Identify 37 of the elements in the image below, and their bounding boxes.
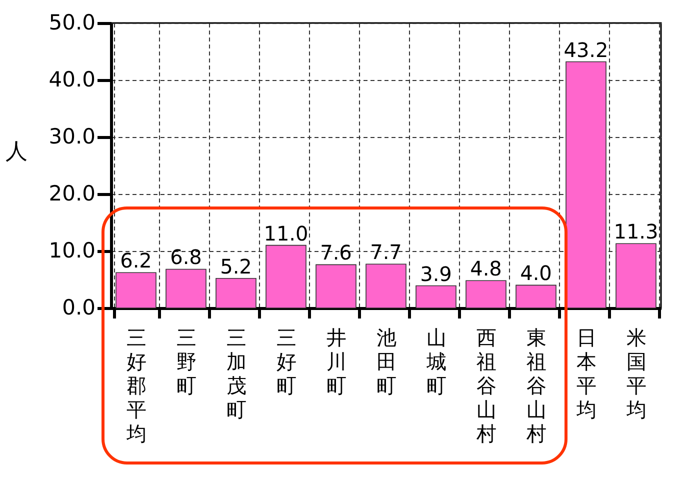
y-tick-label: 10.0 [48, 238, 96, 262]
bar [316, 264, 356, 308]
x-tick-label: 三好郡平均 [126, 326, 146, 446]
bar [416, 285, 456, 308]
y-tick-label: 30.0 [48, 124, 96, 148]
x-tick-label: 三野町 [176, 326, 196, 398]
data-label: 43.2 [564, 38, 608, 62]
x-tick-label: 東祖谷山村 [526, 326, 546, 446]
y-axis-title: 人 [6, 140, 28, 164]
x-tick-label: 西祖谷山村 [476, 326, 496, 446]
x-tick-label: 井川町 [326, 326, 346, 398]
y-tick-label: 20.0 [48, 182, 96, 206]
bar [566, 61, 606, 308]
data-label: 6.2 [120, 248, 152, 273]
bar [516, 284, 556, 308]
data-label: 7.7 [370, 240, 402, 264]
data-label: 5.2 [220, 254, 252, 278]
data-label: 3.9 [420, 262, 452, 286]
x-tick-label: 日本平均 [576, 326, 596, 422]
y-tick-label: 40.0 [48, 68, 96, 92]
x-tick-label: 三好町 [276, 326, 296, 398]
x-tick-label: 三加茂町 [226, 326, 246, 422]
bar [466, 280, 506, 308]
y-tick-label: 50.0 [48, 10, 96, 34]
y-tick-label: 0.0 [62, 296, 96, 320]
data-label: 6.8 [170, 245, 202, 270]
x-tick-label: 米国平均 [626, 326, 646, 422]
bar [216, 278, 256, 308]
bar [166, 268, 206, 308]
data-label: 4.8 [470, 256, 502, 281]
data-label: 4.0 [520, 261, 552, 286]
data-label: 11.3 [614, 220, 658, 244]
data-label: 11.0 [264, 221, 308, 246]
x-tick-label: 山城町 [426, 326, 446, 398]
data-label: 7.6 [320, 240, 352, 265]
bar [366, 264, 406, 308]
x-tick-label: 池田町 [376, 326, 396, 398]
